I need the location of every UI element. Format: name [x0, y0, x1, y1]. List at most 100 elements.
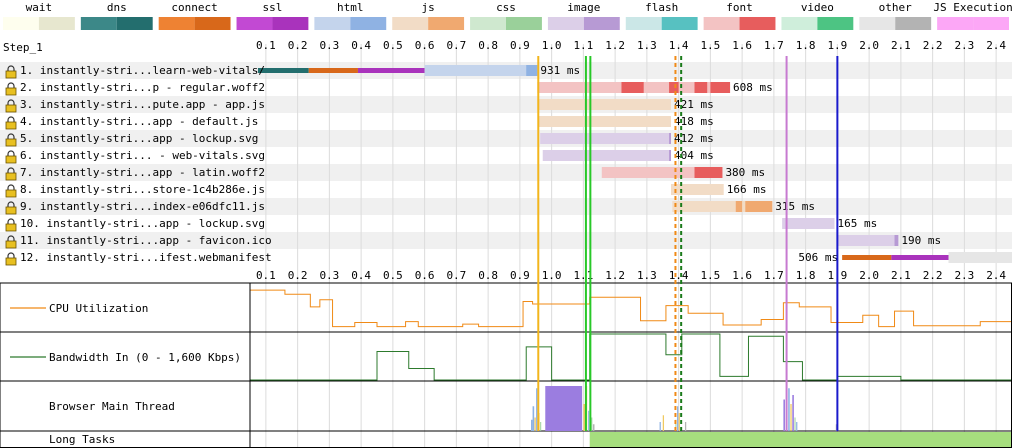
bar-segment-ssl — [357, 68, 425, 73]
request-label: 11. instantly-stri...app - favicon.ico — [20, 234, 272, 247]
bar-segment-image — [782, 218, 835, 229]
lock-icon — [7, 133, 15, 139]
long-tasks-label: Long Tasks — [49, 433, 115, 446]
legend-label-other: other — [879, 1, 912, 14]
main-thread-activity — [675, 419, 677, 431]
bar-segment-dns — [257, 68, 309, 73]
main-thread-activity — [678, 413, 680, 431]
main-thread-activity — [684, 422, 687, 431]
legend-label-video: video — [801, 1, 834, 14]
tick-label: 0.9 — [510, 269, 530, 282]
main-thread-activity — [790, 404, 792, 431]
main-thread-activity — [659, 422, 661, 431]
tick-label: 0.1 — [256, 269, 276, 282]
tick-label: 0.6 — [415, 269, 435, 282]
bar-download-image — [669, 133, 672, 144]
bar-download-js — [735, 201, 743, 212]
lock-icon — [5, 70, 17, 79]
bar-segment-image — [838, 235, 899, 246]
lock-icon — [5, 240, 17, 249]
tick-label: 1.4 — [669, 39, 689, 52]
tick-label: 0.8 — [478, 269, 498, 282]
bar-segment-ssl — [891, 255, 949, 260]
event-markers — [537, 56, 839, 431]
bar-download-font — [669, 82, 679, 93]
legend-swatch-dark — [272, 17, 309, 30]
duration-label: 380 ms — [725, 166, 765, 179]
duration-label: 190 ms — [901, 234, 941, 247]
lock-icon — [7, 201, 15, 207]
bar-segment-connect — [308, 68, 358, 73]
main-thread-activity — [794, 417, 796, 431]
tick-label: 2.1 — [891, 39, 911, 52]
duration-label: 166 ms — [727, 183, 767, 196]
tick-label: 0.5 — [383, 39, 403, 52]
duration-label: 506 ms — [798, 251, 838, 264]
tick-label: 2.0 — [859, 39, 879, 52]
legend-swatch-dark — [583, 17, 620, 30]
main-thread-activity — [788, 388, 790, 431]
bar-segment-image — [542, 150, 672, 161]
main-thread-activity — [532, 406, 535, 431]
request-label: 2. instantly-stri...p - regular.woff2 — [20, 81, 265, 94]
tick-label: 1.6 — [732, 39, 752, 52]
tick-label: 1.2 — [605, 269, 625, 282]
tick-label: 0.3 — [319, 269, 339, 282]
main-thread-activity — [792, 395, 794, 431]
legend-label-ssl: ssl — [263, 1, 283, 14]
legend-label-flash: flash — [645, 1, 678, 14]
bandwidth-in-label: Bandwidth In (0 - 1,600 Kbps) — [49, 351, 241, 364]
tick-label: 1.7 — [764, 269, 784, 282]
duration-label: 418 ms — [674, 115, 714, 128]
legend-swatch-light — [781, 17, 818, 30]
request-label: 3. instantly-stri...pute.app - app.js — [20, 98, 265, 111]
lock-icon — [5, 189, 17, 198]
legend-label-font: font — [726, 1, 753, 14]
tick-label: 2.4 — [986, 39, 1006, 52]
lock-icon — [7, 116, 15, 122]
main-thread-activity — [588, 410, 590, 431]
tick-label: 0.1 — [256, 39, 276, 52]
duration-label: 315 ms — [775, 200, 815, 213]
lock-icon — [7, 65, 15, 71]
legend-swatch-dark — [895, 17, 932, 30]
tick-label: 2.2 — [923, 39, 943, 52]
main-thread-activity — [677, 406, 679, 431]
legend-swatch-dark — [350, 17, 387, 30]
tick-label: 1.0 — [542, 39, 562, 52]
lock-icon — [5, 172, 17, 181]
tick-label: 1.9 — [827, 39, 847, 52]
request-label: 1. instantly-stri...learn-web-vitals/ — [20, 64, 265, 77]
legend-swatch-light — [158, 17, 195, 30]
legend-swatch-dark — [116, 17, 153, 30]
step-label: Step_1 — [3, 41, 43, 54]
bar-download-image — [669, 150, 672, 161]
legend-swatch-dark — [194, 17, 231, 30]
legend-swatch-dark — [661, 17, 698, 30]
bar-segment-connect — [842, 255, 892, 260]
main-thread-activity — [534, 417, 536, 431]
tick-label: 1.0 — [542, 269, 562, 282]
legend-label-dns: dns — [107, 1, 127, 14]
bar-segment-js — [671, 184, 724, 195]
tick-label: 0.6 — [415, 39, 435, 52]
tick-label: 2.3 — [954, 269, 974, 282]
lock-icon — [7, 167, 15, 173]
tick-label: 2.2 — [923, 269, 943, 282]
tick-label: 0.9 — [510, 39, 530, 52]
tick-label: 1.3 — [637, 269, 657, 282]
tick-label: 0.5 — [383, 269, 403, 282]
bar-segment-js — [538, 116, 672, 127]
bandwidth-in-line — [250, 333, 1012, 381]
lock-icon — [7, 150, 15, 156]
bar-download-js — [745, 201, 773, 212]
main-thread-activity — [796, 422, 798, 431]
request-bars: 931 ms 608 ms 421 ms 418 ms 412 ms 404 ms 380 … — [257, 64, 1012, 264]
tick-label: 0.2 — [288, 269, 308, 282]
row-stripe — [0, 164, 1012, 181]
bar-download-font — [694, 167, 723, 178]
cpu-utilization-label: CPU Utilization — [49, 302, 148, 315]
legend-swatch-light — [547, 17, 584, 30]
legend-swatch-light — [80, 17, 117, 30]
